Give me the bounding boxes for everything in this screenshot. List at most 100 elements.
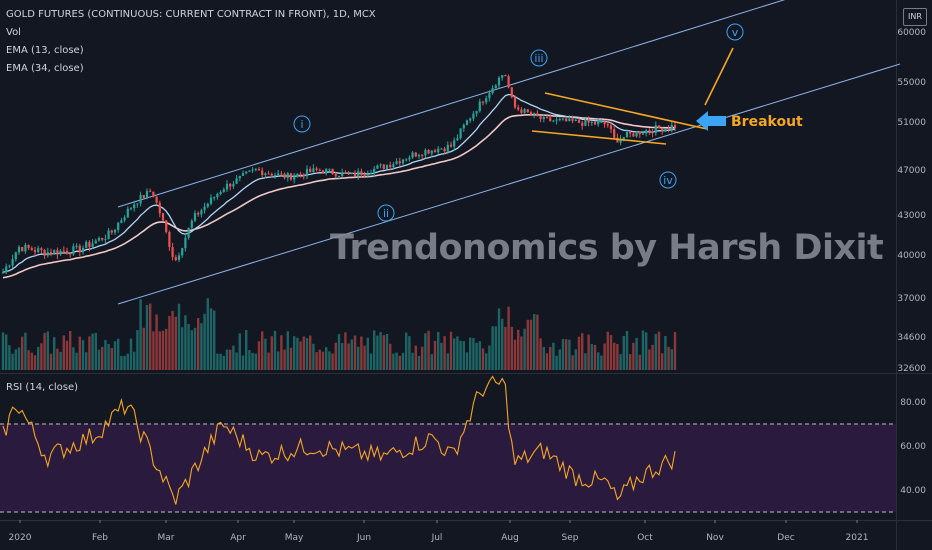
volume-bar: [94, 332, 97, 370]
volume-bar: [213, 310, 216, 370]
candle-body: [331, 168, 334, 175]
volume-bar: [449, 331, 453, 370]
candle-body: [373, 168, 376, 174]
candle-body: [280, 173, 283, 175]
candle-body: [168, 231, 171, 248]
rsi-tick-label: 40.00: [900, 486, 926, 496]
volume-bar: [318, 349, 321, 370]
candle-body: [440, 148, 443, 150]
symbol-title[interactable]: GOLD FUTURES (CONTINUOUS: CURRENT CONTRA…: [6, 9, 376, 20]
volume-bar: [40, 343, 43, 370]
volume-bar: [296, 337, 299, 370]
volume-bar: [5, 334, 8, 370]
currency-badge[interactable]: INR: [903, 8, 927, 26]
candle-body: [203, 206, 206, 211]
price-axis[interactable]: 60000 55000 51000 47000 43000 40000 37000 34600…: [897, 28, 926, 374]
candle-body: [24, 244, 27, 252]
volume-bar: [657, 331, 661, 370]
volume-bar: [661, 353, 664, 370]
volume-bar: [664, 335, 667, 370]
candle-body: [539, 116, 542, 120]
volume-bar: [459, 340, 462, 370]
legend-volume[interactable]: Vol: [6, 27, 21, 38]
volume-bar: [622, 335, 625, 370]
candle-body: [533, 113, 536, 115]
volume-bar: [481, 348, 485, 370]
candle-body: [392, 164, 395, 168]
candle-body: [49, 252, 53, 255]
time-tick-label: 2021: [846, 533, 869, 543]
volume-bar: [491, 326, 494, 370]
candle-body: [149, 190, 152, 192]
volume-bar: [549, 346, 552, 370]
candle-body: [606, 124, 609, 126]
candle-body: [603, 121, 606, 125]
candle-body: [72, 246, 75, 255]
candle-body: [520, 109, 523, 113]
candle-body: [456, 138, 459, 141]
volume-bar: [526, 319, 529, 370]
volume-bar: [200, 323, 203, 370]
volume-bar: [305, 338, 309, 370]
volume-bar: [117, 338, 120, 370]
volume-bar: [619, 354, 622, 370]
rsi-axis: 80.00 60.00 40.00: [900, 398, 926, 496]
volume-bar: [101, 346, 104, 370]
volume-bar: [273, 330, 277, 370]
candle-body: [27, 244, 30, 249]
candle-body: [443, 148, 446, 152]
time-axis[interactable]: 2020 Feb Mar Apr May Jun Jul Aug Sep Oct Nov Dec 202…: [9, 520, 869, 543]
wave-iv-circle: [659, 171, 677, 189]
candle-body: [190, 220, 193, 228]
candle-body: [219, 192, 222, 194]
candle-body: [181, 248, 184, 256]
candle-body: [542, 116, 545, 120]
candle-body: [510, 87, 513, 98]
volume-bar: [536, 314, 539, 370]
legend-ema-13[interactable]: EMA (13, close): [6, 45, 84, 56]
candle-body: [389, 164, 392, 168]
candle-body: [501, 75, 504, 78]
candle-body: [8, 265, 11, 267]
candle-body: [17, 246, 21, 253]
volume-bar: [488, 345, 491, 370]
volume-bar: [587, 334, 590, 370]
volume-bar: [443, 336, 446, 370]
candle-body: [267, 173, 270, 175]
candle-body: [245, 171, 248, 174]
candle-body: [126, 208, 129, 218]
legend-rsi[interactable]: RSI (14, close): [6, 382, 79, 393]
volume-bar: [465, 352, 469, 370]
volume-bar: [427, 330, 430, 370]
volume-bar: [91, 333, 94, 370]
volume-bar: [133, 351, 136, 370]
legend-ema-34[interactable]: EMA (34, close): [6, 63, 84, 74]
candle-body: [33, 250, 37, 252]
volume-bar: [325, 347, 328, 370]
rsi-series-line: [2, 375, 676, 505]
volume-bar: [142, 327, 145, 370]
volume-bar: [184, 315, 187, 370]
candle-body: [264, 173, 267, 176]
volume-bar: [590, 344, 593, 370]
triangle-upper-line: [544, 92, 708, 130]
volume-bar: [17, 347, 21, 370]
volume-bar: [59, 351, 62, 370]
candle-body: [213, 197, 216, 199]
candle-body: [449, 144, 453, 147]
volume-bar: [462, 341, 465, 370]
time-tick-label: May: [285, 533, 304, 543]
candle-body: [289, 173, 293, 180]
volume-bar: [251, 352, 254, 370]
candle-body: [309, 168, 312, 173]
volume-bar: [11, 353, 14, 370]
candle-body: [30, 248, 33, 251]
volume-bar: [43, 332, 46, 370]
candle-body: [161, 213, 165, 221]
volume-bar: [245, 330, 248, 370]
candle-body: [315, 168, 318, 170]
volume-bar: [341, 342, 344, 370]
candle-body: [120, 220, 123, 223]
candle-body: [475, 111, 478, 114]
